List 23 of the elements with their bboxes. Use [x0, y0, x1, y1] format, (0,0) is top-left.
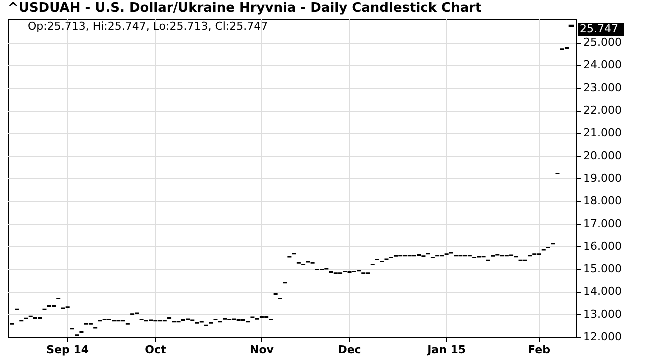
y-tick-label: 23.000	[584, 81, 622, 94]
y-tick-label: 18.000	[584, 194, 622, 208]
y-tick-label: 21.000	[584, 126, 622, 140]
x-tick-label: Oct	[145, 344, 166, 356]
y-tick-label: 14.000	[584, 285, 622, 298]
y-tick-label: 24.000	[584, 58, 622, 72]
y-tick-label: 16.000	[584, 240, 622, 253]
y-tick-label: 25.000	[584, 36, 622, 50]
x-tick-label: Jan 15	[426, 344, 466, 356]
y-tick-label: 15.000	[584, 262, 622, 276]
y-tick-label: 20.000	[584, 149, 622, 162]
x-tick-label: Feb	[528, 344, 551, 356]
chart-title: ^USDUAH - U.S. Dollar/Ukraine Hryvnia - Daily Candlestick Chart	[8, 1, 482, 16]
annotation: Op:25.713, Hi:25.747, Lo:25.713, Cl:25.747	[28, 20, 268, 33]
x-tick-label: Nov	[250, 344, 275, 356]
text: 25.747	[580, 22, 618, 36]
y-tick-label: 12.000	[584, 330, 622, 344]
y-tick-label: 13.000	[584, 308, 622, 321]
y-tick-label: 19.000	[584, 172, 622, 185]
x-tick-label: Dec	[338, 344, 362, 356]
y-tick-label: 22.000	[584, 104, 622, 118]
y-tick-label: 17.000	[584, 217, 622, 230]
x-tick-label: Sep 14	[46, 344, 90, 356]
